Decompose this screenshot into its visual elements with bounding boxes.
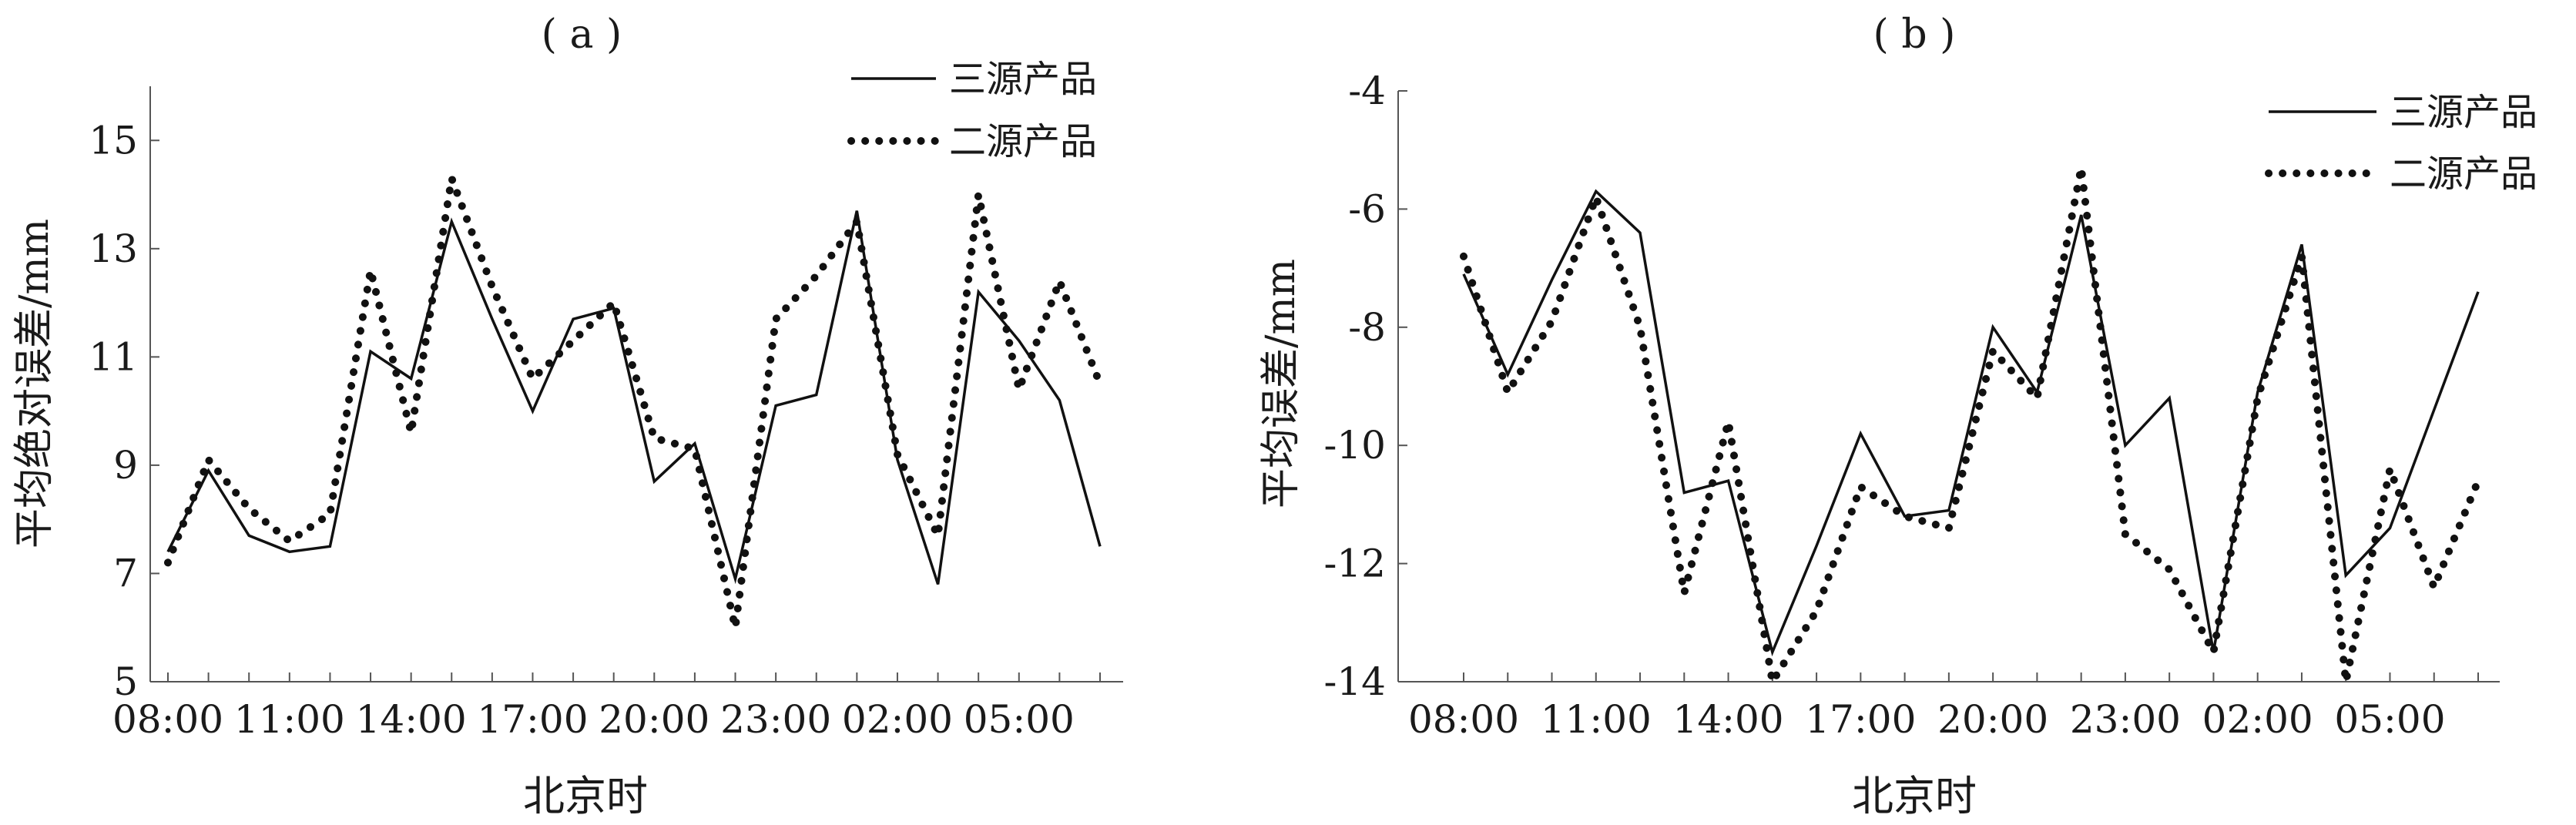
y-tick-label: 13 [89,226,138,271]
x-tick-label: 11:00 [234,697,345,742]
y-tick-label: -6 [1348,186,1386,231]
x-tick-label: 17:00 [477,697,588,742]
data-point-two-source [248,508,250,509]
x-tick-label: 05:00 [2334,697,2445,742]
y-tick-label: -14 [1323,659,1386,704]
legend-label: 二源产品 [949,120,1097,163]
y-axis-title: 平均绝对误差/mm [12,219,58,548]
x-axis-title: 北京时 [523,772,648,820]
y-tick-label: 7 [113,551,138,595]
data-point-two-source [1816,610,1817,612]
legend-label: 三源产品 [949,58,1097,101]
x-tick-label: 08:00 [1408,697,1519,742]
data-point-two-source [572,340,574,341]
data-point-two-source [532,377,533,379]
data-point-two-source [613,302,615,304]
y-tick-label: -8 [1348,305,1386,350]
legend-label: 二源产品 [2390,153,2537,196]
y-axis-title: 平均误差/mm [1258,259,1304,508]
chart-panel-b: ( b ) -14 -12 -10 -8 -6 -4 08:00 11:00 14:00 17:00… [1258,12,2537,820]
data-point-two-source [411,432,412,434]
x-tick-label: 02:00 [842,697,953,742]
x-tick-label: 14:00 [1673,697,1784,742]
data-point-two-source [2477,480,2479,481]
x-tick-label: 02:00 [2202,697,2313,742]
x-axis-title: 北京时 [1852,772,1977,820]
series-line-three-source [1462,189,2480,657]
data-point-two-source [937,535,939,536]
y-tick-label: -4 [1348,69,1386,113]
x-tick-label: 20:00 [1937,697,2048,742]
chart-panel-a: ( a ) 5 7 9 11 13 15 08:00 11:00 14:00 17:00 20:00 2… [12,12,1123,820]
x-tick-label: 08:00 [112,697,223,742]
series-line-three-source [166,210,1102,585]
data-point-two-source [1728,421,1729,423]
x-tick-label: 14:00 [356,697,467,742]
data-point-two-source [1099,384,1101,385]
series-line-two-source [1460,166,2482,693]
x-tick-label: 23:00 [720,697,831,742]
panel-label: ( a ) [542,12,622,58]
panel-label: ( b ) [1873,12,1956,58]
y-tick-label: 9 [113,443,138,488]
x-tick-label: 05:00 [964,697,1075,742]
y-tick-label: 11 [89,334,138,379]
data-point-two-source [370,270,371,271]
y-tick-label: 15 [89,118,138,163]
legend-label: 三源产品 [2390,91,2537,134]
x-tick-label: 17:00 [1805,697,1916,742]
data-point-two-source [1018,389,1020,391]
x-tick-label: 11:00 [1541,697,1652,742]
series-line-two-source [164,163,1104,629]
x-tick-label: 23:00 [2070,697,2181,742]
x-tick-label: 20:00 [599,697,709,742]
y-tick-label: 5 [113,659,138,704]
data-point-two-source [2081,167,2082,169]
y-tick-label: -12 [1323,542,1386,586]
data-point-two-source [735,627,736,629]
y-tick-label: -10 [1323,423,1386,468]
data-point-two-source [1639,327,1641,328]
data-point-two-source [653,438,655,439]
